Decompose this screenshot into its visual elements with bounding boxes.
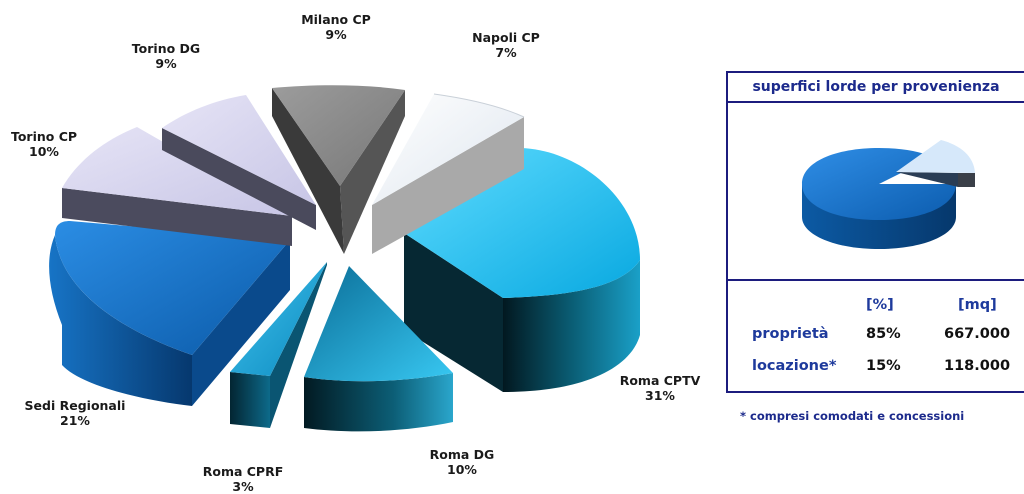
small-pie-chart bbox=[802, 140, 975, 249]
label-roma-dg-value: 10% bbox=[447, 462, 477, 477]
label-torino-dg: Torino DG 9% bbox=[116, 41, 216, 71]
label-torino-dg-value: 9% bbox=[155, 56, 177, 71]
slice-napoli-cp bbox=[372, 93, 525, 254]
footnote: * compresi comodati e concessioni bbox=[740, 409, 965, 423]
col-header-percent: [%] bbox=[866, 297, 894, 313]
row-label-locazione: locazione* bbox=[752, 358, 837, 374]
label-milano-cp-value: 9% bbox=[325, 27, 347, 42]
label-milano-cp-name: Milano CP bbox=[301, 12, 371, 27]
label-roma-cprf-value: 3% bbox=[232, 479, 254, 494]
label-milano-cp: Milano CP 9% bbox=[286, 12, 386, 42]
label-torino-cp: Torino CP 10% bbox=[0, 129, 88, 159]
row-label-proprieta: proprietà bbox=[752, 326, 829, 342]
summary-panel: superfici lorde per provenienza [%] [mq]… bbox=[726, 71, 1024, 393]
label-roma-cptv: Roma CPTV 31% bbox=[610, 373, 710, 403]
col-header-mq: [mq] bbox=[958, 297, 997, 313]
label-torino-dg-name: Torino DG bbox=[131, 41, 201, 56]
label-roma-cprf: Roma CPRF 3% bbox=[193, 464, 293, 494]
slice-roma-cprf bbox=[230, 262, 327, 428]
label-torino-cp-value: 10% bbox=[29, 144, 59, 159]
label-napoli-cp-name: Napoli CP bbox=[472, 30, 540, 45]
label-roma-cptv-value: 31% bbox=[645, 388, 675, 403]
label-sedi-regionali: Sedi Regionali 21% bbox=[20, 398, 130, 428]
slice-milano-cp bbox=[272, 85, 405, 254]
slice-locazione bbox=[896, 140, 975, 187]
row-proprieta-mq: 667.000 bbox=[944, 326, 1011, 342]
label-torino-cp-name: Torino CP bbox=[10, 129, 78, 144]
slice-torino-dg bbox=[162, 95, 316, 230]
row-locazione-percent: 15% bbox=[866, 358, 901, 374]
row-locazione-mq: 118.000 bbox=[944, 358, 1011, 374]
summary-title: superfici lorde per provenienza bbox=[728, 73, 1024, 103]
summary-separator bbox=[728, 279, 1024, 281]
label-roma-dg: Roma DG 10% bbox=[412, 447, 512, 477]
slice-sedi-regionali bbox=[49, 221, 290, 406]
slice-torino-cp bbox=[62, 127, 292, 246]
slice-proprieta bbox=[802, 148, 956, 249]
label-napoli-cp-value: 7% bbox=[495, 45, 517, 60]
label-sedi-regionali-name: Sedi Regionali bbox=[24, 398, 126, 413]
row-proprieta-percent: 85% bbox=[866, 326, 901, 342]
slice-roma-cptv bbox=[404, 148, 640, 392]
label-napoli-cp: Napoli CP 7% bbox=[456, 30, 556, 60]
slice-roma-dg bbox=[304, 266, 453, 432]
label-roma-dg-name: Roma DG bbox=[429, 447, 495, 462]
label-roma-cprf-name: Roma CPRF bbox=[202, 464, 284, 479]
label-sedi-regionali-value: 21% bbox=[60, 413, 90, 428]
label-roma-cptv-name: Roma CPTV bbox=[619, 373, 701, 388]
